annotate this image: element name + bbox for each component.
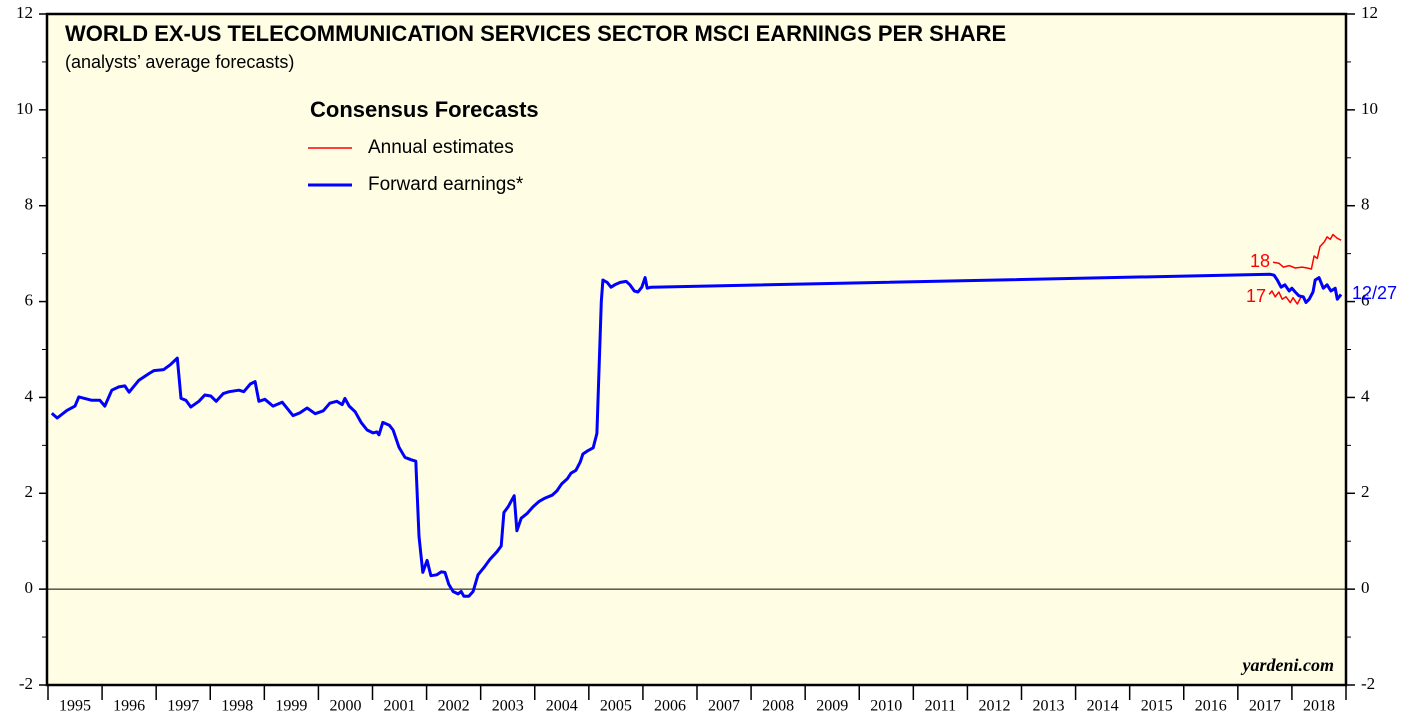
chart-title: WORLD EX-US TELECOMMUNICATION SERVICES S…	[65, 21, 1006, 46]
y2-tick-label: 0	[1361, 578, 1370, 597]
x-tick-label: 2003	[492, 698, 524, 715]
y-tick-label: 2	[25, 482, 34, 501]
y-tick-label: 0	[25, 578, 34, 597]
y2-tick-label: -2	[1361, 674, 1375, 693]
x-tick-label: 2011	[925, 698, 956, 715]
y-tick-label: 10	[16, 99, 33, 118]
chart-subtitle: (analysts’ average forecasts)	[65, 52, 294, 72]
axes-layer: -2 -2 0 0 2 2 4 4 6 6 8 8 10 10 12 12 1995 1996 1997 1998 19…	[16, 3, 1378, 715]
x-tick-label: 2002	[438, 698, 470, 715]
legend-title: Consensus Forecasts	[310, 97, 539, 122]
y2-tick-label: 8	[1361, 195, 1370, 214]
x-tick-label: 2004	[546, 698, 578, 715]
y2-tick-label: 10	[1361, 99, 1378, 118]
x-tick-label: 2010	[870, 698, 902, 715]
series-layer	[50, 233, 1343, 598]
y2-tick-label: 4	[1361, 386, 1370, 405]
annotation: 18	[1250, 251, 1270, 271]
series-line	[1268, 233, 1342, 305]
y2-tick-label: 2	[1361, 482, 1370, 501]
x-tick-label: 2013	[1033, 698, 1065, 715]
y2-tick-label: 12	[1361, 3, 1378, 22]
legend-label: Annual estimates	[368, 137, 514, 158]
annotation: 17	[1246, 286, 1266, 306]
x-tick-label: 2001	[384, 698, 416, 715]
x-tick-label: 1999	[275, 698, 307, 715]
x-tick-label: 1998	[221, 698, 253, 715]
x-tick-label: 2009	[816, 698, 848, 715]
x-tick-label: 2014	[1087, 698, 1119, 715]
x-tick-label: 2000	[329, 698, 361, 715]
y-tick-label: 6	[25, 290, 34, 309]
x-tick-label: 2015	[1141, 698, 1173, 715]
y2-tick-label: 6	[1361, 290, 1370, 309]
x-tick-label: 1995	[59, 698, 91, 715]
series-line	[50, 272, 1343, 598]
x-tick-label: 1997	[167, 698, 199, 715]
x-tick-label: 2016	[1195, 698, 1227, 715]
x-tick-label: 2012	[978, 698, 1010, 715]
legend-label: Forward earnings*	[368, 174, 524, 195]
x-tick-label: 2017	[1249, 698, 1281, 715]
x-tick-label: 1996	[113, 698, 145, 715]
annotation: 12/27	[1352, 283, 1397, 303]
y-tick-label: 8	[25, 195, 34, 214]
plot-background	[47, 14, 1346, 685]
x-tick-label: 2005	[600, 698, 632, 715]
watermark: yardeni.com	[1241, 655, 1335, 675]
y-tick-label: 4	[25, 386, 34, 405]
y-tick-label: -2	[19, 674, 33, 693]
y-tick-label: 12	[16, 3, 33, 22]
x-tick-label: 2007	[708, 698, 740, 715]
x-tick-label: 2008	[762, 698, 794, 715]
x-tick-label: 2018	[1303, 698, 1335, 715]
plot-frame	[45, 12, 1348, 687]
x-tick-label: 2006	[654, 698, 686, 715]
